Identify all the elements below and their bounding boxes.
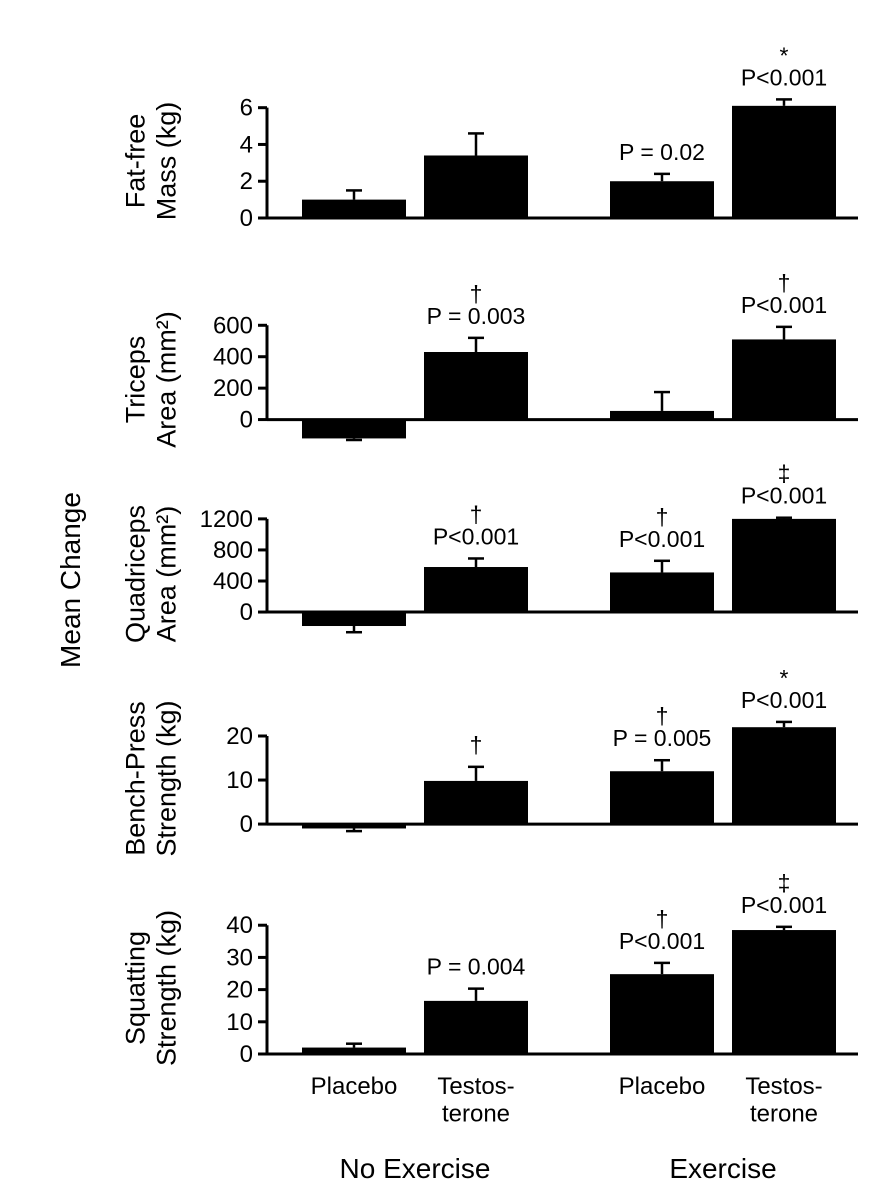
p-value-label: P = 0.02: [619, 139, 705, 165]
bar-4: [732, 105, 836, 218]
p-value-label: P<0.001: [741, 687, 827, 713]
x-category-label-line: Testos-: [745, 1073, 822, 1100]
bar-1: [302, 419, 406, 439]
bar-3: [610, 181, 714, 218]
bar-1: [302, 824, 406, 829]
bar-4: [732, 930, 836, 1054]
y-tick-label: 600: [213, 312, 253, 339]
p-value-label: P<0.001: [741, 483, 827, 509]
p-value-label: P = 0.005: [613, 725, 712, 751]
y-axis-label: QuadricepsArea (mm²): [121, 505, 182, 643]
y-tick-label: 0: [240, 599, 253, 626]
bar-4: [732, 727, 836, 825]
significance-symbol: †: [778, 270, 791, 296]
y-tick-label: 6: [240, 95, 253, 122]
p-value-label: P = 0.003: [427, 303, 526, 329]
x-category-label-line: Placebo: [619, 1073, 706, 1100]
p-value-label: P<0.001: [619, 928, 705, 954]
y-tick-label: 0: [240, 811, 253, 838]
common-y-axis-label: Mean Change: [55, 492, 86, 668]
y-tick-label: 4: [240, 131, 253, 158]
y-axis-label: TricepsArea (mm²): [121, 311, 182, 448]
y-axis-label-line: Fat-free: [121, 114, 151, 209]
bar-3: [610, 771, 714, 825]
panel-fat-free-mass: Fat-freeMass (kg) 0 2 4 6 P = 0.02 P<0.001*: [121, 42, 858, 232]
x-category-label: Placebo: [619, 1073, 706, 1100]
x-axis-labels: Placebo Testos-terone Placebo Testos-terone…: [311, 1073, 823, 1184]
y-tick-label: 0: [240, 205, 253, 232]
x-category-label-line: terone: [750, 1101, 818, 1128]
x-category-label: Testos-terone: [745, 1073, 822, 1128]
y-axis-label-line: Squatting: [121, 931, 151, 1045]
bar-2: [424, 1000, 528, 1054]
x-category-label-line: Testos-: [437, 1073, 514, 1100]
p-value-label: P<0.001: [619, 526, 705, 552]
y-axis-label-line: Strength (kg): [152, 910, 182, 1066]
y-tick-label: 10: [226, 767, 253, 794]
bar-2: [424, 780, 528, 825]
x-category-label-line: terone: [442, 1101, 510, 1128]
y-tick-label: 10: [226, 1009, 253, 1036]
y-axis-label: Fat-freeMass (kg): [121, 102, 182, 221]
y-axis-label: SquattingStrength (kg): [121, 910, 182, 1066]
y-tick-label: 20: [226, 723, 253, 750]
x-category-label-line: Placebo: [311, 1073, 398, 1100]
y-tick-label: 800: [213, 537, 253, 564]
y-tick-label: 200: [213, 375, 253, 402]
y-tick-label: 400: [213, 344, 253, 371]
bar-1: [302, 199, 406, 218]
y-tick-label: 0: [240, 1041, 253, 1068]
bar-1: [302, 1047, 406, 1054]
bar-3: [610, 410, 714, 420]
y-axis-label-line: Area (mm²): [152, 506, 182, 643]
panel-quadriceps-area: QuadricepsArea (mm²) 04008001200P<0.001†P…: [121, 461, 858, 643]
y-tick-label: 30: [226, 944, 253, 971]
x-group-label: Exercise: [669, 1153, 776, 1184]
p-value-label: P<0.001: [433, 523, 519, 549]
x-category-label: Testos-terone: [437, 1073, 514, 1128]
y-tick-label: 20: [226, 977, 253, 1004]
x-category-label: Placebo: [311, 1073, 398, 1100]
significance-symbol: †: [470, 732, 483, 758]
significance-symbol: †: [470, 281, 483, 307]
y-axis-label-line: Mass (kg): [152, 102, 182, 221]
y-axis-label-line: Triceps: [121, 336, 151, 424]
p-value-label: P<0.001: [741, 292, 827, 318]
y-axis-label-line: Area (mm²): [152, 311, 182, 448]
bar-2: [424, 567, 528, 613]
p-value-label: P = 0.004: [427, 954, 526, 980]
y-axis-label: Bench-PressStrength (kg): [121, 700, 182, 856]
bar-3: [610, 572, 714, 613]
panel-squatting-strength: SquattingStrength (kg) 0 10 20 30 40 P = 0.004…: [121, 870, 858, 1068]
significance-symbol: ‡: [778, 461, 791, 487]
bar-4: [732, 339, 836, 420]
significance-symbol: †: [656, 504, 669, 530]
p-value-label: P<0.001: [741, 892, 827, 918]
significance-symbol: †: [656, 703, 669, 729]
significance-symbol: †: [470, 501, 483, 527]
y-tick-label: 400: [213, 568, 253, 595]
y-tick-label: 0: [240, 407, 253, 434]
significance-symbol: *: [780, 42, 789, 68]
significance-symbol: ‡: [778, 870, 791, 896]
bar-2: [424, 352, 528, 420]
y-axis-label-line: Strength (kg): [152, 700, 182, 856]
bar-1: [302, 612, 406, 627]
y-axis-label-line: Bench-Press: [121, 701, 151, 856]
y-tick-label: 40: [226, 912, 253, 939]
significance-symbol: *: [780, 665, 789, 691]
y-axis-label-line: Quadriceps: [121, 505, 151, 643]
bar-4: [732, 518, 836, 613]
bar-2: [424, 155, 528, 218]
bar-3: [610, 974, 714, 1054]
y-tick-label: 2: [240, 168, 253, 195]
p-value-label: P<0.001: [741, 64, 827, 90]
x-group-label: No Exercise: [340, 1153, 491, 1184]
y-tick-label: 1200: [200, 506, 253, 533]
significance-symbol: †: [656, 906, 669, 932]
